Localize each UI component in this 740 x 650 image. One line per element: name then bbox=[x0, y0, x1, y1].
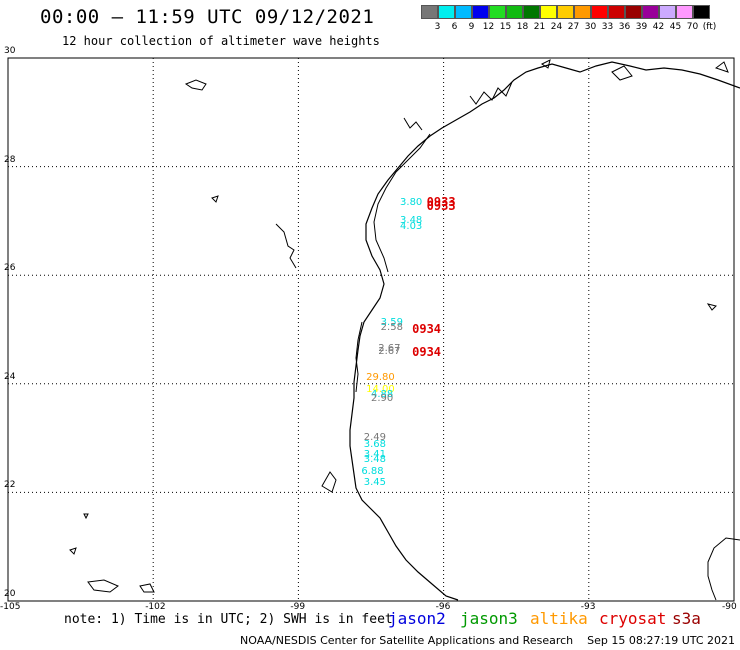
lat-lon-grid bbox=[8, 58, 734, 601]
island-outline bbox=[211, 195, 219, 203]
color-swatch bbox=[506, 5, 523, 19]
color-swatch bbox=[642, 5, 659, 19]
color-swatch bbox=[455, 5, 472, 19]
color-scale-label: 15 bbox=[499, 22, 512, 32]
credit-line: NOAA/NESDIS Center for Satellite Applica… bbox=[240, 634, 736, 647]
pass-time-label: 0933 bbox=[426, 195, 456, 210]
longitude-label: -105 bbox=[0, 602, 21, 612]
wave-height-reading: 2.58 bbox=[380, 322, 403, 334]
coastline-barrier bbox=[355, 81, 513, 393]
color-swatch bbox=[438, 5, 455, 19]
wave-height-reading: 14.00 bbox=[366, 384, 395, 396]
latitude-label: 26 bbox=[4, 263, 16, 274]
island-outline bbox=[69, 547, 77, 555]
wave-height-reading: 3.59 bbox=[380, 316, 403, 328]
color-scale-label: 30 bbox=[584, 22, 597, 32]
wave-height-reading: 3.48 bbox=[400, 214, 423, 226]
color-scale-label: 45 bbox=[669, 22, 682, 32]
page-title: 00:00 – 11:59 UTC 09/12/2021 bbox=[40, 6, 375, 28]
island-outline bbox=[321, 471, 337, 493]
wave-height-reading: 2.67 bbox=[378, 343, 401, 355]
pass-time-label: 0933 bbox=[426, 198, 456, 213]
wave-height-reading: 4.88 bbox=[371, 388, 394, 400]
wave-height-reading: 29.80 bbox=[366, 371, 395, 383]
latitude-label: 24 bbox=[4, 371, 16, 382]
pass-time-label: 0934 bbox=[412, 345, 442, 360]
color-scale-label: 70 bbox=[686, 22, 699, 32]
island-outline bbox=[83, 513, 89, 520]
island-outline bbox=[184, 79, 207, 91]
color-swatch bbox=[523, 5, 540, 19]
coastline-yucatan bbox=[707, 537, 740, 601]
color-scale-label: 12 bbox=[482, 22, 495, 32]
units-note: note: 1) Time is in UTC; 2) SWH is in fe… bbox=[64, 612, 393, 627]
island-outline bbox=[541, 59, 551, 69]
wave-height-reading: 3.80 bbox=[400, 196, 423, 208]
color-swatch bbox=[421, 5, 438, 19]
latitude-label: 22 bbox=[4, 480, 16, 491]
color-scale-label: 42 bbox=[652, 22, 665, 32]
color-scale-label: 36 bbox=[618, 22, 631, 32]
color-scale-label: 21 bbox=[533, 22, 546, 32]
color-scale-label: 33 bbox=[601, 22, 614, 32]
longitude-label: -96 bbox=[435, 602, 451, 612]
legend-item-jason3: jason3 bbox=[460, 609, 518, 628]
color-scale-label: 24 bbox=[550, 22, 563, 32]
wave-height-reading: 4.03 bbox=[400, 221, 423, 233]
color-swatch bbox=[489, 5, 506, 19]
island-outline bbox=[706, 303, 717, 311]
color-scale-label: (ft) bbox=[702, 22, 717, 32]
legend-item-s3a: s3a bbox=[672, 609, 701, 628]
color-scale-label: 6 bbox=[451, 22, 458, 32]
longitude-label: -93 bbox=[580, 602, 596, 612]
color-scale-label: 9 bbox=[468, 22, 475, 32]
wave-height-reading: 3.48 bbox=[363, 453, 386, 465]
wave-height-reading: 3.68 bbox=[363, 438, 386, 450]
wave-height-reading: 2.90 bbox=[371, 393, 394, 404]
color-swatch bbox=[574, 5, 591, 19]
color-scale-label: 27 bbox=[567, 22, 580, 32]
color-swatch bbox=[540, 5, 557, 19]
color-scale bbox=[421, 5, 710, 19]
color-swatch bbox=[472, 5, 489, 19]
longitude-label: -99 bbox=[290, 602, 306, 612]
color-swatch bbox=[591, 5, 608, 19]
legend-item-cryosat: cryosat bbox=[599, 609, 667, 628]
latitude-label: 28 bbox=[4, 154, 16, 165]
island-outline bbox=[714, 61, 729, 73]
island-outline bbox=[611, 65, 633, 81]
color-swatch bbox=[557, 5, 574, 19]
color-scale-label: 3 bbox=[434, 22, 441, 32]
color-swatch bbox=[693, 5, 710, 19]
color-scale-label: 39 bbox=[635, 22, 648, 32]
island-outline bbox=[87, 579, 119, 593]
color-swatch bbox=[608, 5, 625, 19]
longitude-label: -90 bbox=[722, 602, 737, 612]
coastline bbox=[349, 61, 740, 601]
color-swatch bbox=[659, 5, 676, 19]
wave-height-reading: 2.49 bbox=[363, 432, 386, 444]
page-subtitle: 12 hour collection of altimeter wave hei… bbox=[62, 34, 380, 48]
color-swatch bbox=[625, 5, 642, 19]
latitude-label: 20 bbox=[4, 589, 16, 599]
legend-item-jason2: jason2 bbox=[388, 609, 446, 628]
longitude-label: -102 bbox=[145, 602, 166, 612]
wave-height-reading: 6.88 bbox=[361, 465, 384, 477]
island-outline bbox=[275, 223, 297, 269]
wave-height-reading: 2.67 bbox=[378, 346, 401, 358]
wave-height-reading: 3.41 bbox=[363, 449, 386, 461]
map-frame bbox=[7, 57, 735, 602]
latitude-label: 30 bbox=[4, 46, 16, 56]
pass-time-label: 0934 bbox=[412, 322, 442, 337]
color-swatch bbox=[676, 5, 693, 19]
island-outline bbox=[139, 583, 155, 593]
wave-height-reading: 3.45 bbox=[363, 476, 386, 488]
color-scale-label: 18 bbox=[516, 22, 529, 32]
legend-item-altika: altika bbox=[530, 609, 588, 628]
